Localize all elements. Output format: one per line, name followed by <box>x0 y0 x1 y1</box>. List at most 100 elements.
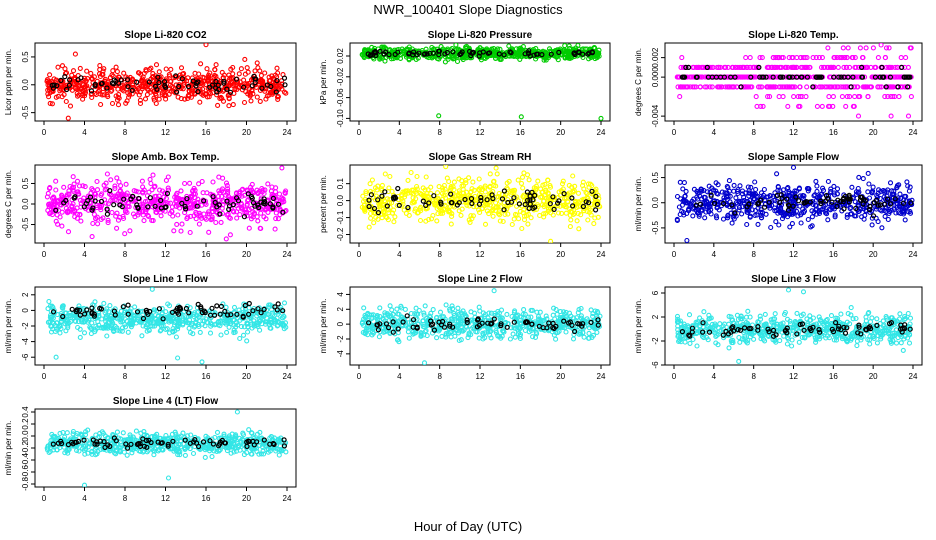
data-point-black <box>779 195 785 201</box>
data-point <box>879 225 885 231</box>
data-point <box>824 84 830 90</box>
data-point <box>88 70 94 76</box>
data-point-black <box>248 194 255 200</box>
data-point <box>423 174 429 180</box>
data-point <box>175 324 181 330</box>
data-point <box>366 224 372 230</box>
data-point <box>178 188 184 194</box>
data-point <box>213 219 219 226</box>
data-point <box>895 195 901 201</box>
x-tick-label: 4 <box>712 250 717 259</box>
data-point <box>889 188 895 194</box>
data-point-black <box>176 311 182 317</box>
data-point <box>251 323 257 329</box>
data-point <box>97 205 104 211</box>
data-point <box>80 96 86 102</box>
data-point <box>828 64 834 70</box>
data-point <box>382 171 388 177</box>
data-point-black <box>840 199 846 205</box>
data-point-black <box>704 64 710 71</box>
data-point <box>766 64 772 70</box>
x-tick-label: 16 <box>202 128 211 137</box>
data-point <box>849 211 855 217</box>
data-point <box>759 84 765 90</box>
data-point <box>840 45 846 51</box>
data-point <box>751 64 757 70</box>
data-point <box>511 216 517 222</box>
data-point <box>70 174 76 180</box>
data-point <box>482 189 488 195</box>
data-point <box>361 205 367 211</box>
data-point-black <box>857 194 864 200</box>
data-point <box>852 199 858 205</box>
x-tick-label: 16 <box>829 128 838 137</box>
data-point <box>192 70 198 76</box>
data-point <box>398 203 405 209</box>
data-point-black <box>501 52 507 58</box>
data-point <box>119 83 125 89</box>
data-point-black <box>571 50 577 57</box>
x-tick-label: 0 <box>42 128 47 137</box>
x-tick-label: 24 <box>283 372 292 381</box>
data-point <box>902 217 908 223</box>
data-point <box>770 55 776 61</box>
data-point <box>53 178 59 184</box>
scatter-points <box>674 43 914 119</box>
page-title: NWR_100401 Slope Diagnostics <box>373 2 563 17</box>
data-point <box>538 194 544 200</box>
data-point <box>196 181 202 187</box>
data-point <box>898 55 904 61</box>
data-point <box>775 187 781 193</box>
data-point <box>435 211 441 217</box>
data-point <box>150 319 156 325</box>
data-point <box>759 55 765 61</box>
data-point <box>809 214 815 220</box>
data-point <box>765 94 771 100</box>
data-point <box>224 329 230 335</box>
data-point <box>681 180 687 186</box>
chart-panel-3: Slope Li-820 Temp.degrees C per min.0 4 8 1… <box>634 30 923 137</box>
data-point <box>237 212 243 218</box>
data-point <box>695 207 702 213</box>
data-point-black <box>50 85 57 91</box>
data-point-black <box>831 74 837 80</box>
data-point <box>377 202 383 208</box>
data-point <box>752 179 758 185</box>
data-point-black <box>501 207 507 213</box>
data-point <box>243 89 249 95</box>
data-point <box>457 190 463 196</box>
data-point <box>231 304 238 310</box>
data-point <box>470 179 476 185</box>
data-point <box>148 315 154 321</box>
data-point-black <box>804 74 811 80</box>
data-point <box>568 217 574 223</box>
data-point <box>249 189 256 195</box>
x-tick-label: 12 <box>476 250 485 259</box>
data-point-black <box>586 50 592 56</box>
data-point <box>47 72 53 78</box>
data-point <box>146 81 152 87</box>
data-point <box>142 96 149 102</box>
data-point <box>114 175 120 181</box>
data-point <box>551 196 557 203</box>
data-point <box>683 198 689 204</box>
x-tick-label: 8 <box>751 128 756 137</box>
data-point <box>74 178 81 184</box>
data-point-black <box>174 89 180 95</box>
data-point-black <box>859 74 865 80</box>
data-point <box>391 207 397 213</box>
data-point-black <box>274 78 280 84</box>
data-point <box>794 64 800 70</box>
x-tick-label: 20 <box>556 250 565 259</box>
data-point <box>703 199 709 205</box>
data-point-black <box>870 213 877 219</box>
data-point <box>59 223 65 229</box>
data-point-black <box>146 79 152 85</box>
data-point <box>274 94 281 100</box>
data-point <box>776 84 782 90</box>
data-point <box>799 194 805 200</box>
data-point <box>192 310 198 316</box>
data-point <box>246 225 252 231</box>
data-point <box>249 88 255 94</box>
